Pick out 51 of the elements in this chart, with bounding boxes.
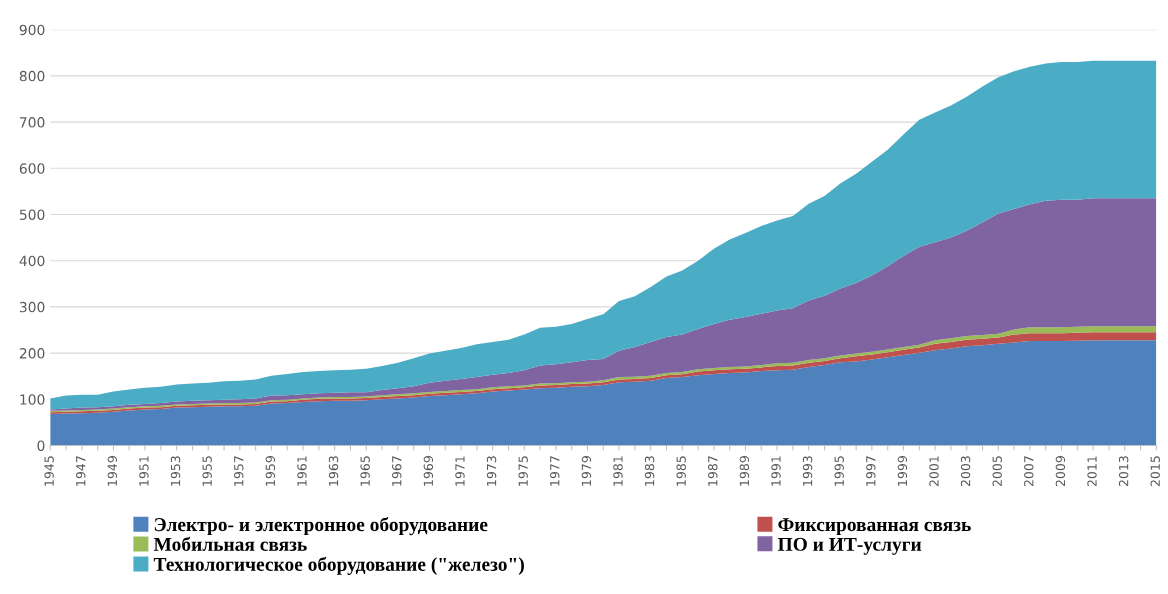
x-tick-label: 1987 — [708, 456, 718, 486]
x-tick-label: 2013 — [1118, 456, 1129, 487]
x-tick-label: 1959 — [265, 456, 276, 486]
x-tick-label: 1981 — [613, 456, 623, 486]
y-tick-label: 0 — [37, 440, 45, 451]
y-tick-label: 100 — [20, 394, 45, 405]
x-tick-label: 1951 — [139, 456, 149, 486]
x-tick-label: 1993 — [802, 456, 813, 486]
x-tick-label: 1999 — [897, 456, 908, 486]
x-tick-label: 1991 — [771, 456, 781, 486]
legend-label: Электро- и электронное оборудование — [154, 517, 488, 536]
y-tick-label: 400 — [19, 255, 45, 267]
legend-label: Технологическое оборудование ("железо") — [153, 556, 524, 575]
y-tick-label: 600 — [19, 163, 45, 174]
x-tick-label: 1955 — [202, 456, 212, 486]
y-tick-label: 500 — [19, 209, 45, 220]
x-tick-label: 1967 — [392, 456, 402, 486]
x-tick-label: 1965 — [360, 456, 370, 486]
y-tick-label: 300 — [19, 301, 45, 313]
x-tick-label: 1947 — [76, 456, 86, 486]
x-tick-label: 1945 — [44, 456, 54, 486]
x-tick-label: 2003 — [960, 456, 971, 487]
x-tick-label: 1975 — [518, 456, 528, 486]
y-tick-label: 200 — [19, 348, 45, 359]
x-tick-label: 1971 — [455, 456, 465, 486]
x-tick-label: 2005 — [992, 456, 1002, 487]
y-tick-label: 800 — [19, 70, 45, 82]
y-tick-label: 700 — [19, 117, 45, 128]
legend-label: Фиксированная связь — [778, 518, 971, 536]
x-tick-label: 2011 — [1087, 456, 1097, 487]
x-tick-label: 2007 — [1024, 456, 1034, 487]
legend-label: ПО и ИТ-услуги — [777, 537, 922, 555]
x-tick-label: 1983 — [644, 456, 655, 486]
x-tick-label: 1977 — [550, 456, 560, 486]
x-tick-label: 1961 — [297, 456, 307, 486]
x-tick-label: 1963 — [328, 456, 339, 486]
x-tick-label: 1979 — [581, 456, 592, 486]
x-tick-label: 2015 — [1150, 456, 1160, 487]
legend-label: Мобильная связь — [153, 536, 307, 551]
x-tick-label: 1957 — [234, 456, 244, 486]
y-tick-label: 900 — [19, 24, 45, 36]
x-tick-label: 2001 — [929, 456, 939, 487]
x-tick-label: 2009 — [1055, 456, 1066, 487]
x-tick-label: 1969 — [423, 456, 434, 486]
x-tick-label: 1949 — [107, 456, 118, 486]
x-tick-label: 1985 — [676, 456, 686, 486]
x-tick-label: 1995 — [834, 456, 844, 486]
x-tick-label: 1973 — [486, 456, 497, 486]
x-tick-label: 1997 — [866, 456, 876, 486]
x-tick-label: 1953 — [170, 456, 181, 486]
x-tick-label: 1989 — [739, 456, 750, 486]
